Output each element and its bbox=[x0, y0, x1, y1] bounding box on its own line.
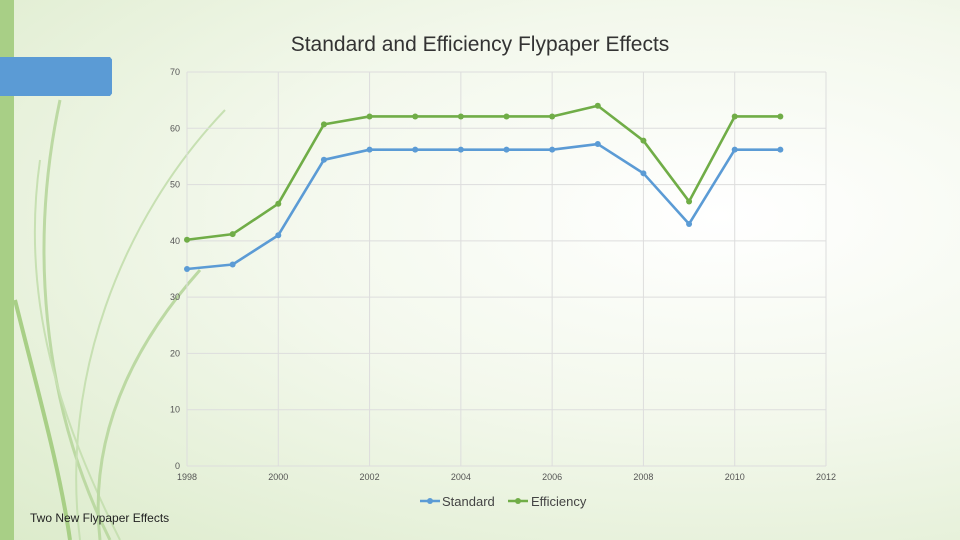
data-point-standard-2003 bbox=[412, 146, 419, 153]
series-line-efficiency bbox=[186, 104, 781, 242]
data-point-efficiency-1999 bbox=[229, 231, 236, 238]
y-tick-label-40: 40 bbox=[170, 236, 180, 246]
y-tick-label-60: 60 bbox=[170, 123, 180, 133]
data-point-efficiency-2003 bbox=[412, 113, 419, 120]
x-tick-label-2006: 2006 bbox=[542, 472, 562, 482]
legend-marker-standard bbox=[427, 498, 433, 504]
left-accent-strip bbox=[0, 0, 14, 540]
data-point-standard-1999 bbox=[229, 261, 236, 268]
y-tick-label-50: 50 bbox=[170, 180, 180, 190]
y-tick-label-10: 10 bbox=[170, 405, 180, 415]
legend-label-efficiency: Efficiency bbox=[531, 494, 587, 509]
data-point-efficiency-2008 bbox=[640, 137, 647, 144]
data-point-efficiency-2002 bbox=[366, 113, 373, 120]
data-point-efficiency-1998 bbox=[184, 236, 190, 243]
data-point-efficiency-2007 bbox=[594, 102, 601, 109]
y-tick-label-70: 70 bbox=[170, 67, 180, 77]
y-tick-label-20: 20 bbox=[170, 348, 180, 358]
data-point-standard-2006 bbox=[549, 146, 556, 153]
data-point-efficiency-2001 bbox=[320, 121, 327, 128]
accent-tab bbox=[0, 57, 112, 96]
data-point-standard-2011 bbox=[777, 146, 784, 153]
data-point-standard-2001 bbox=[320, 156, 327, 163]
data-point-efficiency-2006 bbox=[549, 113, 556, 120]
data-point-efficiency-2000 bbox=[275, 200, 282, 207]
slide-title: Standard and Efficiency Flypaper Effects bbox=[290, 33, 670, 56]
x-tick-label-2004: 2004 bbox=[451, 472, 471, 482]
data-point-efficiency-2004 bbox=[457, 113, 464, 120]
data-point-standard-2008 bbox=[640, 170, 647, 177]
data-point-standard-2005 bbox=[503, 146, 510, 153]
data-point-efficiency-2011 bbox=[777, 113, 784, 120]
y-tick-label-30: 30 bbox=[170, 292, 180, 302]
data-point-standard-2010 bbox=[731, 146, 738, 153]
x-tick-label-2002: 2002 bbox=[360, 472, 380, 482]
x-tick-label-2008: 2008 bbox=[633, 472, 653, 482]
data-point-standard-2004 bbox=[457, 146, 464, 153]
y-tick-label-0: 0 bbox=[175, 461, 180, 471]
x-tick-label-1998: 1998 bbox=[177, 472, 197, 482]
data-point-standard-2009 bbox=[686, 220, 693, 227]
data-point-standard-2007 bbox=[594, 141, 601, 148]
data-point-standard-2002 bbox=[366, 146, 373, 153]
x-tick-label-2012: 2012 bbox=[816, 472, 836, 482]
data-point-efficiency-2009 bbox=[686, 198, 693, 205]
slide-footer: Two New Flypaper Effects bbox=[30, 511, 170, 525]
data-point-efficiency-2005 bbox=[503, 113, 510, 120]
data-point-standard-2000 bbox=[275, 232, 282, 239]
data-point-efficiency-2010 bbox=[731, 113, 738, 120]
legend-label-standard: Standard bbox=[442, 494, 495, 509]
x-tick-label-2000: 2000 bbox=[268, 472, 288, 482]
data-point-standard-1998 bbox=[184, 266, 190, 272]
x-tick-label-2010: 2010 bbox=[725, 472, 745, 482]
series-line-standard bbox=[186, 142, 781, 271]
legend-marker-efficiency bbox=[515, 498, 521, 504]
